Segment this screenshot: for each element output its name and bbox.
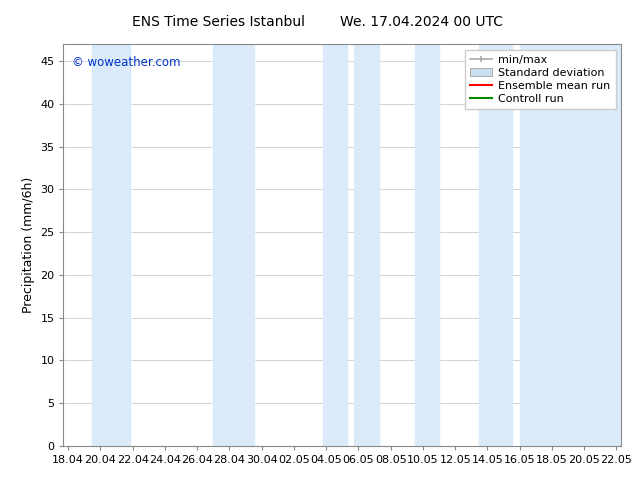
- Bar: [415, 44, 439, 446]
- Bar: [214, 44, 254, 446]
- Y-axis label: Precipitation (mm/6h): Precipitation (mm/6h): [22, 177, 35, 313]
- Bar: [323, 44, 347, 446]
- Bar: [93, 44, 129, 446]
- Text: ENS Time Series Istanbul        We. 17.04.2024 00 UTC: ENS Time Series Istanbul We. 17.04.2024 …: [131, 15, 503, 29]
- Bar: [479, 44, 512, 446]
- Legend: min/max, Standard deviation, Ensemble mean run, Controll run: min/max, Standard deviation, Ensemble me…: [465, 49, 616, 109]
- Bar: [354, 44, 379, 446]
- Bar: [520, 44, 619, 446]
- Text: © woweather.com: © woweather.com: [72, 56, 180, 69]
